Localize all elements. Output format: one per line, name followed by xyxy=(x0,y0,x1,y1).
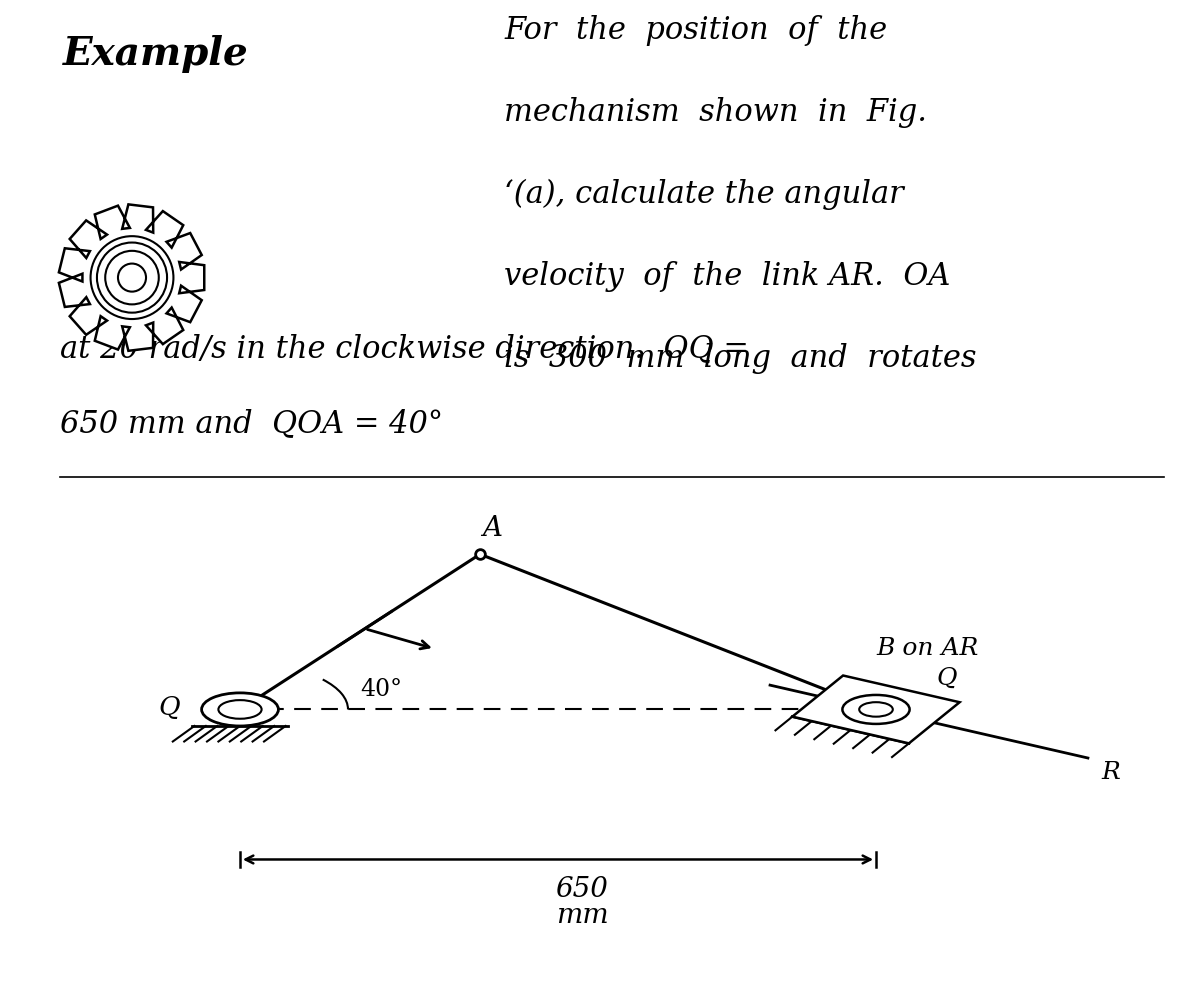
Circle shape xyxy=(218,701,262,719)
Circle shape xyxy=(97,244,167,313)
Text: R: R xyxy=(1102,760,1120,783)
Text: Q: Q xyxy=(936,666,956,689)
Circle shape xyxy=(202,693,278,727)
Text: A: A xyxy=(482,515,502,542)
Text: at 20 rad/s in the clockwise direction.  OQ =: at 20 rad/s in the clockwise direction. … xyxy=(60,333,749,364)
Text: B on AR: B on AR xyxy=(876,636,978,659)
Circle shape xyxy=(859,703,893,717)
Circle shape xyxy=(842,695,910,725)
Text: mm: mm xyxy=(556,901,608,928)
Polygon shape xyxy=(792,676,960,744)
Text: ‘(a), calculate the angular: ‘(a), calculate the angular xyxy=(504,179,904,210)
Polygon shape xyxy=(59,205,204,352)
Text: Example: Example xyxy=(64,35,248,73)
Text: mechanism  shown  in  Fig.: mechanism shown in Fig. xyxy=(504,97,928,128)
Text: 650 mm and  QOA = 40°: 650 mm and QOA = 40° xyxy=(60,408,443,438)
Circle shape xyxy=(106,251,158,305)
Text: is  300  mm  long  and  rotates: is 300 mm long and rotates xyxy=(504,343,977,374)
Text: 40°: 40° xyxy=(360,678,402,701)
Circle shape xyxy=(118,264,146,292)
Text: Q: Q xyxy=(158,695,180,720)
Text: 650: 650 xyxy=(556,875,608,903)
Text: velocity  of  the  link AR.  OA: velocity of the link AR. OA xyxy=(504,261,950,292)
Text: For  the  position  of  the: For the position of the xyxy=(504,15,887,46)
Circle shape xyxy=(90,237,174,320)
